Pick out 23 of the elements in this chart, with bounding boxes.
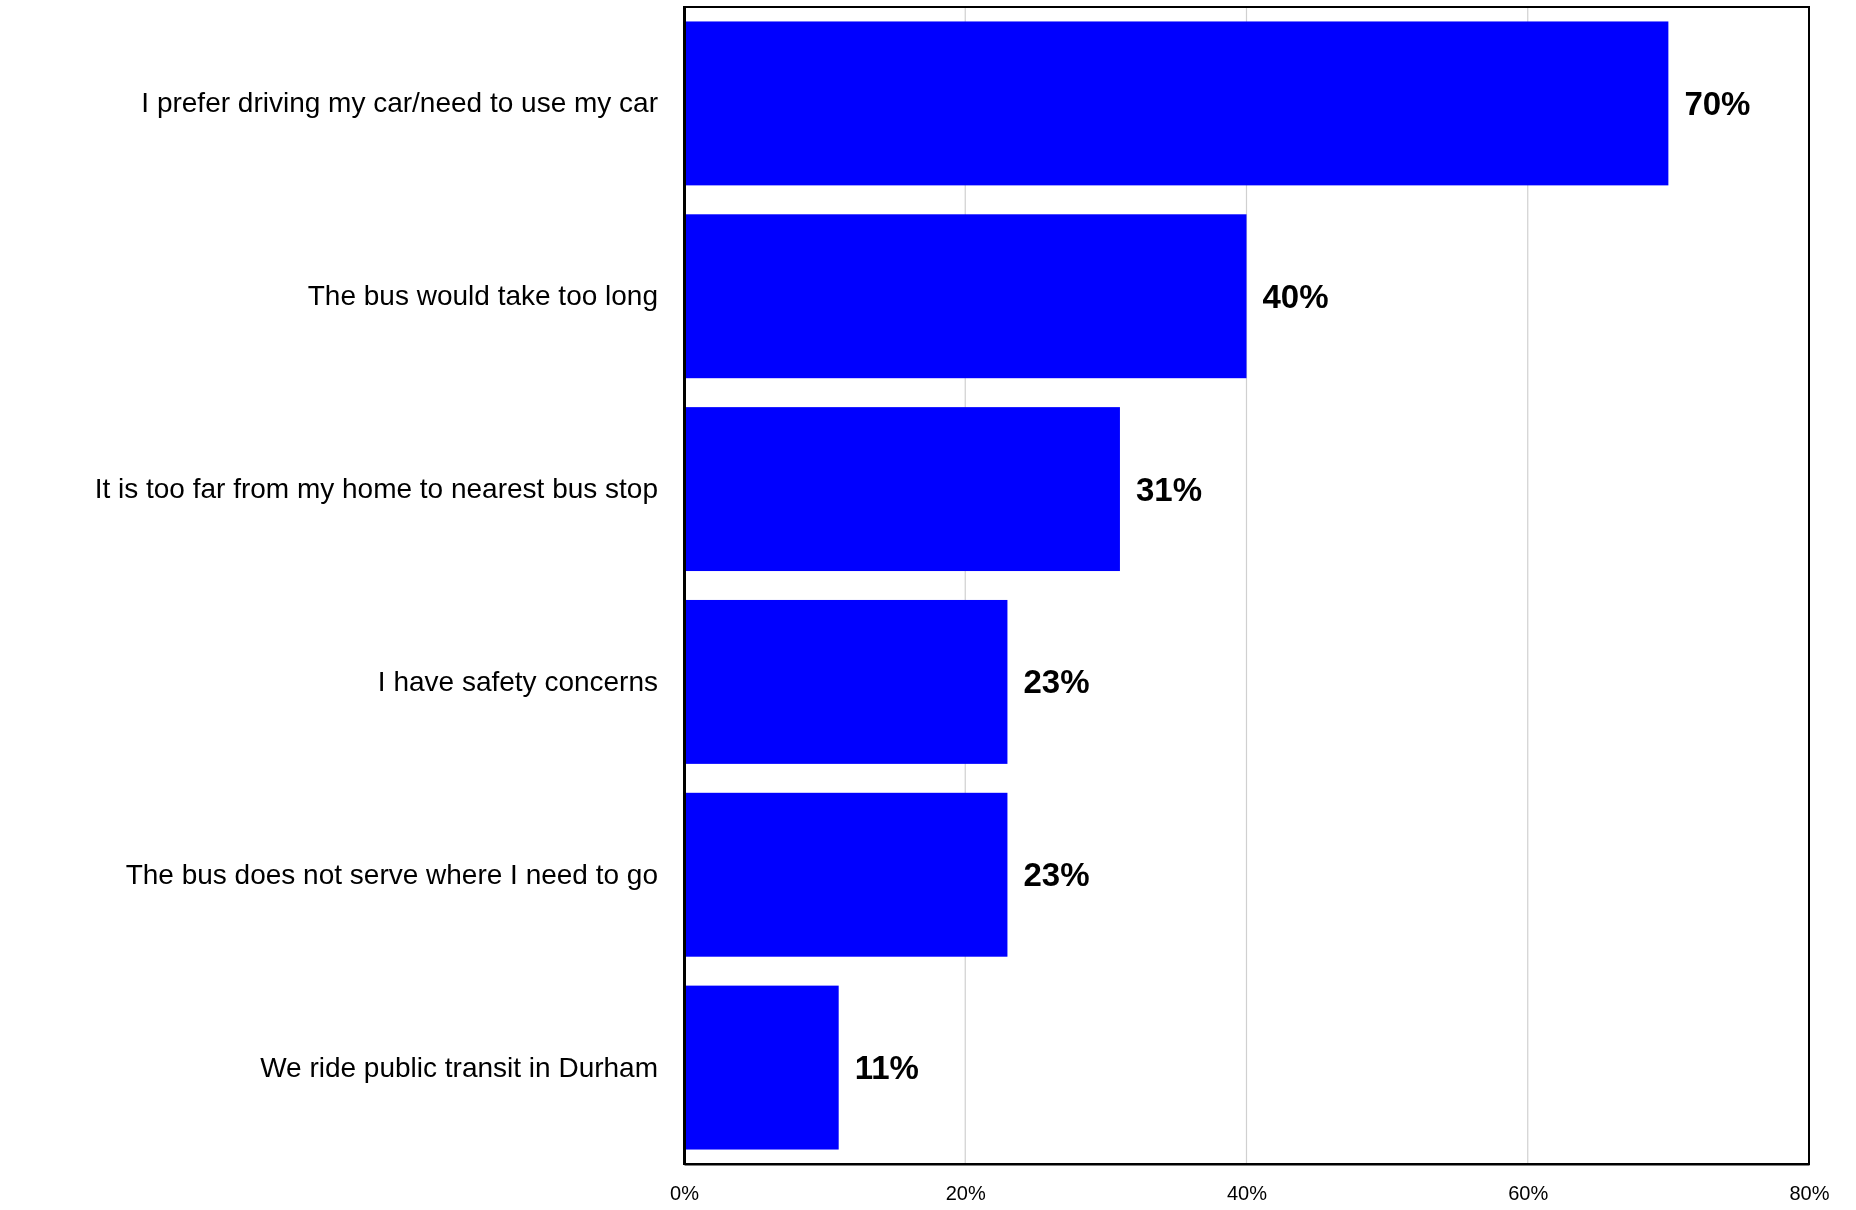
y-tick-label: We ride public transit in Durham: [260, 1051, 658, 1083]
data-label: 23%: [1023, 856, 1090, 894]
data-label: 31%: [1135, 470, 1202, 508]
bar: [684, 407, 1120, 572]
data-label: 11%: [854, 1049, 919, 1087]
bar: [684, 985, 839, 1150]
data-label: 40%: [1262, 277, 1329, 315]
data-label: 70%: [1684, 84, 1751, 122]
bar: [684, 599, 1008, 764]
x-tick-label: 40%: [1226, 1182, 1268, 1205]
bar: [684, 21, 1669, 186]
data-label: 23%: [1023, 663, 1090, 701]
y-tick-label: It is too far from my home to nearest bus stop: [94, 473, 658, 505]
y-tick-label: I have safety concerns: [377, 665, 658, 697]
bar: [684, 792, 1008, 957]
y-tick-label: I prefer driving my car/need to use my car: [141, 87, 658, 119]
y-tick-label: The bus would take too long: [307, 280, 658, 312]
x-tick-label: 80%: [1789, 1182, 1830, 1205]
x-tick-label: 0%: [670, 1182, 700, 1205]
x-tick-label: 20%: [945, 1182, 986, 1205]
y-tick-label: The bus does not serve where I need to go: [125, 858, 658, 890]
x-tick-label: 60%: [1508, 1182, 1549, 1205]
bar: [684, 214, 1247, 379]
